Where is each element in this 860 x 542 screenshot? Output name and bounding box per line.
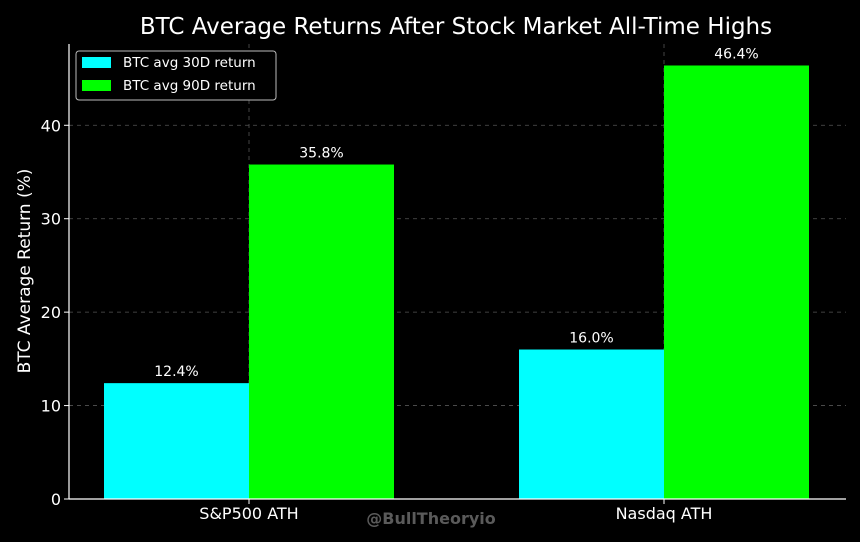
y-tick-label-40: 40 — [41, 116, 61, 135]
x-tick-label-1: Nasdaq ATH — [616, 504, 713, 523]
legend-swatch-30d — [82, 57, 111, 68]
bar-90d-1 — [664, 65, 809, 499]
y-tick-label-30: 30 — [41, 210, 61, 229]
y-tick-label-0: 0 — [51, 490, 61, 509]
x-axis-ticks: S&P500 ATH Nasdaq ATH — [199, 499, 712, 523]
watermark-text: @BullTheoryio — [366, 509, 496, 528]
bar-30d-1 — [519, 349, 664, 499]
y-tick-label-20: 20 — [41, 303, 61, 322]
y-axis-label: BTC Average Return (%) — [15, 169, 35, 374]
y-tick-label-10: 10 — [41, 397, 61, 416]
legend-label-30d: BTC avg 30D return — [123, 55, 256, 71]
bar-90d-0 — [249, 164, 394, 499]
legend: BTC avg 30D return BTC avg 90D return — [75, 50, 277, 101]
bar-labels-layer: 12.4% 16.0% 35.8% 46.4% — [154, 46, 758, 380]
y-axis-ticks: 0 10 20 30 40 — [41, 116, 69, 509]
x-tick-label-0: S&P500 ATH — [199, 504, 298, 523]
legend-swatch-90d — [82, 80, 111, 91]
bar-value-label-30d-0: 12.4% — [154, 364, 198, 380]
bar-value-label-90d-0: 35.8% — [299, 146, 343, 162]
bars-layer — [104, 65, 809, 499]
legend-frame — [75, 50, 277, 101]
legend-label-90d: BTC avg 90D return — [123, 78, 256, 94]
chart-title: BTC Average Returns After Stock Market A… — [140, 14, 772, 40]
bar-30d-0 — [104, 383, 249, 499]
bar-value-label-90d-1: 46.4% — [714, 46, 758, 62]
bar-value-label-30d-1: 16.0% — [569, 331, 613, 347]
